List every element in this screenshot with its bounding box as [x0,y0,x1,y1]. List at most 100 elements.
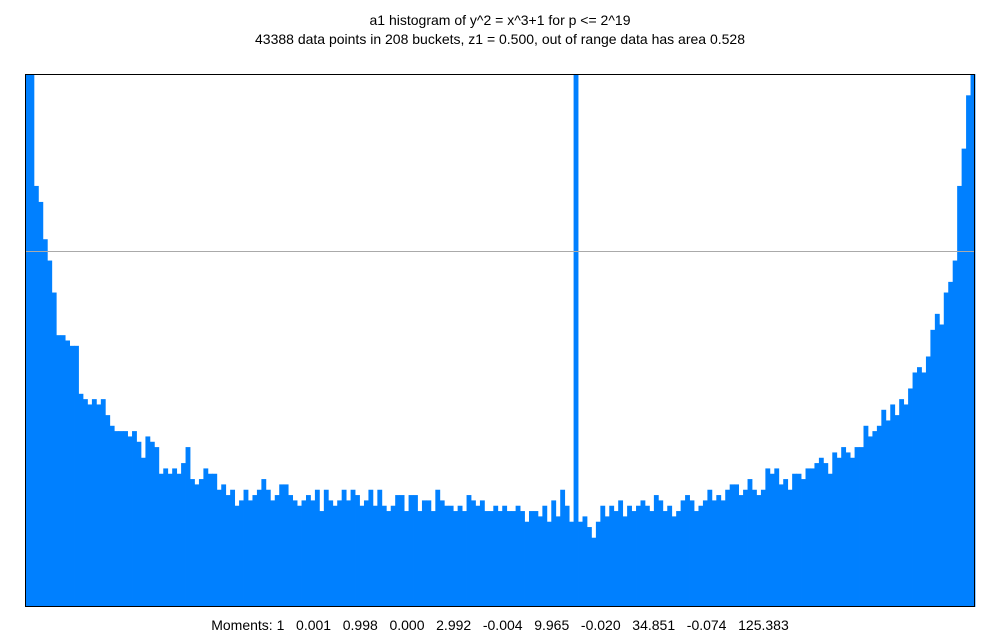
histogram-bar [368,489,374,607]
histogram-bar [569,521,574,607]
histogram-bar [787,489,793,607]
histogram-bar [109,425,115,607]
histogram-bar [694,511,699,607]
histogram-bar [65,340,70,607]
histogram-bar [827,473,833,607]
histogram-bar [377,489,383,607]
histogram-bar [301,500,307,607]
histogram-bar [167,473,173,607]
histogram-bar [355,495,360,607]
histogram-bar [91,399,97,607]
histogram-bar [917,367,922,607]
histogram-bar [87,404,93,607]
histogram-bar [698,505,704,607]
histogram-bar [216,489,222,607]
histogram-bar [511,511,517,607]
histogram-bar [671,516,677,607]
histogram-bar [716,495,722,607]
histogram-bar [836,457,842,607]
histogram-bar [33,185,39,607]
histogram-bar [132,431,137,607]
histogram-bar [841,447,847,607]
histogram-bar [502,505,508,607]
histogram-bar [613,511,619,607]
histogram-bar [943,292,949,607]
histogram-bar [484,511,490,607]
histogram-bar [100,399,106,607]
histogram-bar [845,452,851,607]
histogram-bar [591,537,597,607]
histogram-bar [261,479,267,607]
histogram-bar [203,468,209,607]
histogram-bar [448,505,454,607]
histogram-bar [560,489,566,607]
histogram-bar [234,505,240,607]
histogram-bar [488,511,494,607]
histogram-bar [747,479,753,607]
histogram-bar [457,505,463,607]
histogram-bar [185,447,191,607]
histogram-bar [56,335,62,607]
histogram-bar [426,500,432,607]
histogram-bar [778,484,784,607]
histogram-bar [363,500,369,607]
histogram-bar [60,335,66,607]
histogram-bar [948,281,954,607]
histogram-bar [172,468,178,607]
histogram-bar [404,511,409,607]
histogram-bar [51,292,57,607]
histogram-bar [413,495,418,607]
histogram-bar [118,431,124,607]
histogram-bar [586,527,592,607]
histogram-bar [466,495,472,607]
histogram-bar [809,468,815,607]
histogram-bar [270,500,276,607]
histogram-bar [676,511,682,607]
histogram-bar [867,436,873,607]
histogram-bar [29,74,35,607]
histogram-bar [850,457,855,607]
histogram-bar [328,500,334,607]
histogram-bar [444,505,450,607]
histogram-bar [752,489,757,607]
histogram-bar [524,521,530,607]
histogram-bar [123,431,128,607]
histogram-bar [636,505,641,607]
histogram-bar [533,511,539,607]
histogram-bar [859,447,864,607]
histogram-bar [796,473,802,607]
histogram-bar [96,404,102,607]
histogram-bar [925,356,931,607]
histogram-bar [957,185,963,607]
histogram-bar [78,393,84,607]
histogram-bars [25,74,976,608]
histogram-bar [395,495,401,607]
histogram-bar [283,484,289,607]
histogram-bar [609,505,615,607]
histogram-bar [248,500,253,607]
histogram-bar [149,441,155,607]
histogram-bar [881,409,887,607]
histogram-bar [903,404,909,607]
histogram-bar [600,505,606,607]
histogram-bar [653,495,659,607]
histogram-bar [310,500,316,607]
histogram-bar [729,484,735,607]
histogram-bar [555,516,561,607]
histogram-bar [912,372,918,607]
histogram-bar [667,505,673,607]
histogram-bar [537,516,543,607]
histogram-bar [417,511,423,607]
histogram-bar [288,495,294,607]
histogram-bar [475,505,481,607]
chart-subtitle: 43388 data points in 208 buckets, z1 = 0… [255,31,745,47]
histogram-bar [190,479,195,607]
histogram-bar [42,239,48,608]
histogram-bar [230,489,236,607]
histogram-bar [604,516,610,607]
histogram-bar [921,372,927,607]
histogram-bar [408,495,414,607]
histogram-bar [221,484,227,607]
histogram-bar [140,457,146,607]
histogram-bar [644,505,650,607]
